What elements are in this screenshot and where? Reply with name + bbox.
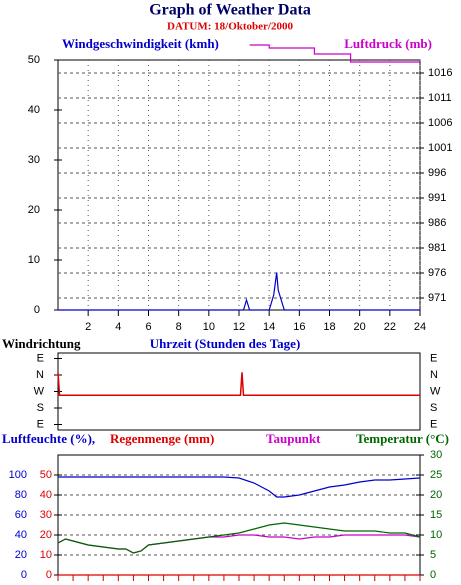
y2-tick-label: 996 [428, 167, 446, 179]
y2-tick-label: 0 [430, 569, 436, 581]
y-tick-label: 0 [34, 304, 40, 316]
y2-tick-label: 30 [430, 449, 442, 461]
legend-entry: Regenmenge (mm) [110, 431, 214, 446]
y3-tick-label: 40 [40, 489, 52, 501]
y2-tick-label: 5 [430, 549, 436, 561]
y3-tick-label: 50 [40, 469, 52, 481]
x-tick-label: 16 [293, 321, 305, 333]
y2-tick-label: 20 [430, 489, 442, 501]
y-tick-label: E [37, 352, 44, 364]
x-tick-label: 24 [414, 321, 426, 333]
x-tick-label: 12 [233, 321, 245, 333]
chart-subtitle: DATUM: 18/Oktober/2000 [167, 21, 293, 33]
series-line [57, 534, 421, 554]
series-line [58, 476, 421, 498]
y-tick-label: 50 [28, 54, 40, 66]
y-tick-label: E [430, 418, 437, 430]
y3-tick-label: 10 [40, 549, 52, 561]
y-tick-label: 20 [15, 549, 27, 561]
chart-title: Graph of Weather Data [149, 2, 311, 19]
x-tick-label: 10 [203, 321, 215, 333]
y-tick-label: S [37, 402, 44, 414]
y-tick-label: S [430, 402, 437, 414]
y-tick-label: E [430, 352, 437, 364]
y2-tick-label: 15 [430, 509, 442, 521]
y-tick-label: W [430, 385, 441, 397]
y-tick-label: 0 [21, 569, 27, 581]
y-axis-label: Windgeschwindigkeit (kmh) [62, 36, 219, 51]
series-line [58, 272, 420, 311]
y2-tick-label: 1006 [428, 117, 452, 129]
x-tick-label: 14 [263, 321, 275, 333]
y-tick-label: 40 [15, 529, 27, 541]
y2-tick-label: 1011 [428, 92, 452, 104]
y3-tick-label: 20 [40, 529, 52, 541]
y-tick-label: N [430, 369, 438, 381]
legend-entry: Temperatur (°C) [356, 431, 449, 446]
y-tick-label: 10 [28, 254, 40, 266]
y-tick-label: N [36, 369, 44, 381]
y2-tick-label: 991 [428, 192, 446, 204]
y2-tick-label: 986 [428, 217, 446, 229]
y2-tick-label: 1001 [428, 142, 452, 154]
y2-tick-label: 976 [428, 267, 446, 279]
y2-tick-label: 981 [428, 242, 446, 254]
x-tick-label: 4 [115, 321, 121, 333]
plot-frame [57, 352, 421, 431]
y-tick-label: W [34, 385, 45, 397]
series-line [57, 522, 421, 554]
y-tick-label: E [37, 418, 44, 430]
legend-entry: Taupunkt [266, 431, 321, 446]
x-tick-label: 8 [176, 321, 182, 333]
y3-tick-label: 0 [46, 569, 52, 581]
series-line [57, 372, 420, 396]
x-tick-label: 6 [145, 321, 151, 333]
y2-tick-label: 10 [430, 529, 442, 541]
y-tick-label: 100 [9, 469, 27, 481]
x-axis-label: Uhrzeit (Stunden des Tage) [150, 336, 301, 351]
y2-tick-label: 971 [428, 292, 446, 304]
y3-tick-label: 30 [40, 509, 52, 521]
y-tick-label: 60 [15, 509, 27, 521]
y2-tick-label: 1016 [428, 67, 452, 79]
x-tick-label: 20 [354, 321, 366, 333]
x-tick-label: 22 [384, 321, 396, 333]
legend-entry: Luftfeuchte (%), [2, 431, 95, 446]
y-tick-label: 40 [28, 104, 40, 116]
y-axis-label: Windrichtung [2, 336, 81, 351]
y2-tick-label: 25 [430, 469, 442, 481]
y2-axis-label: Luftdruck (mb) [344, 36, 432, 51]
y-tick-label: 80 [15, 489, 27, 501]
x-tick-label: 18 [323, 321, 335, 333]
y-tick-label: 30 [28, 154, 40, 166]
series-line [249, 44, 420, 63]
y-tick-label: 20 [28, 204, 40, 216]
x-tick-label: 2 [85, 321, 91, 333]
